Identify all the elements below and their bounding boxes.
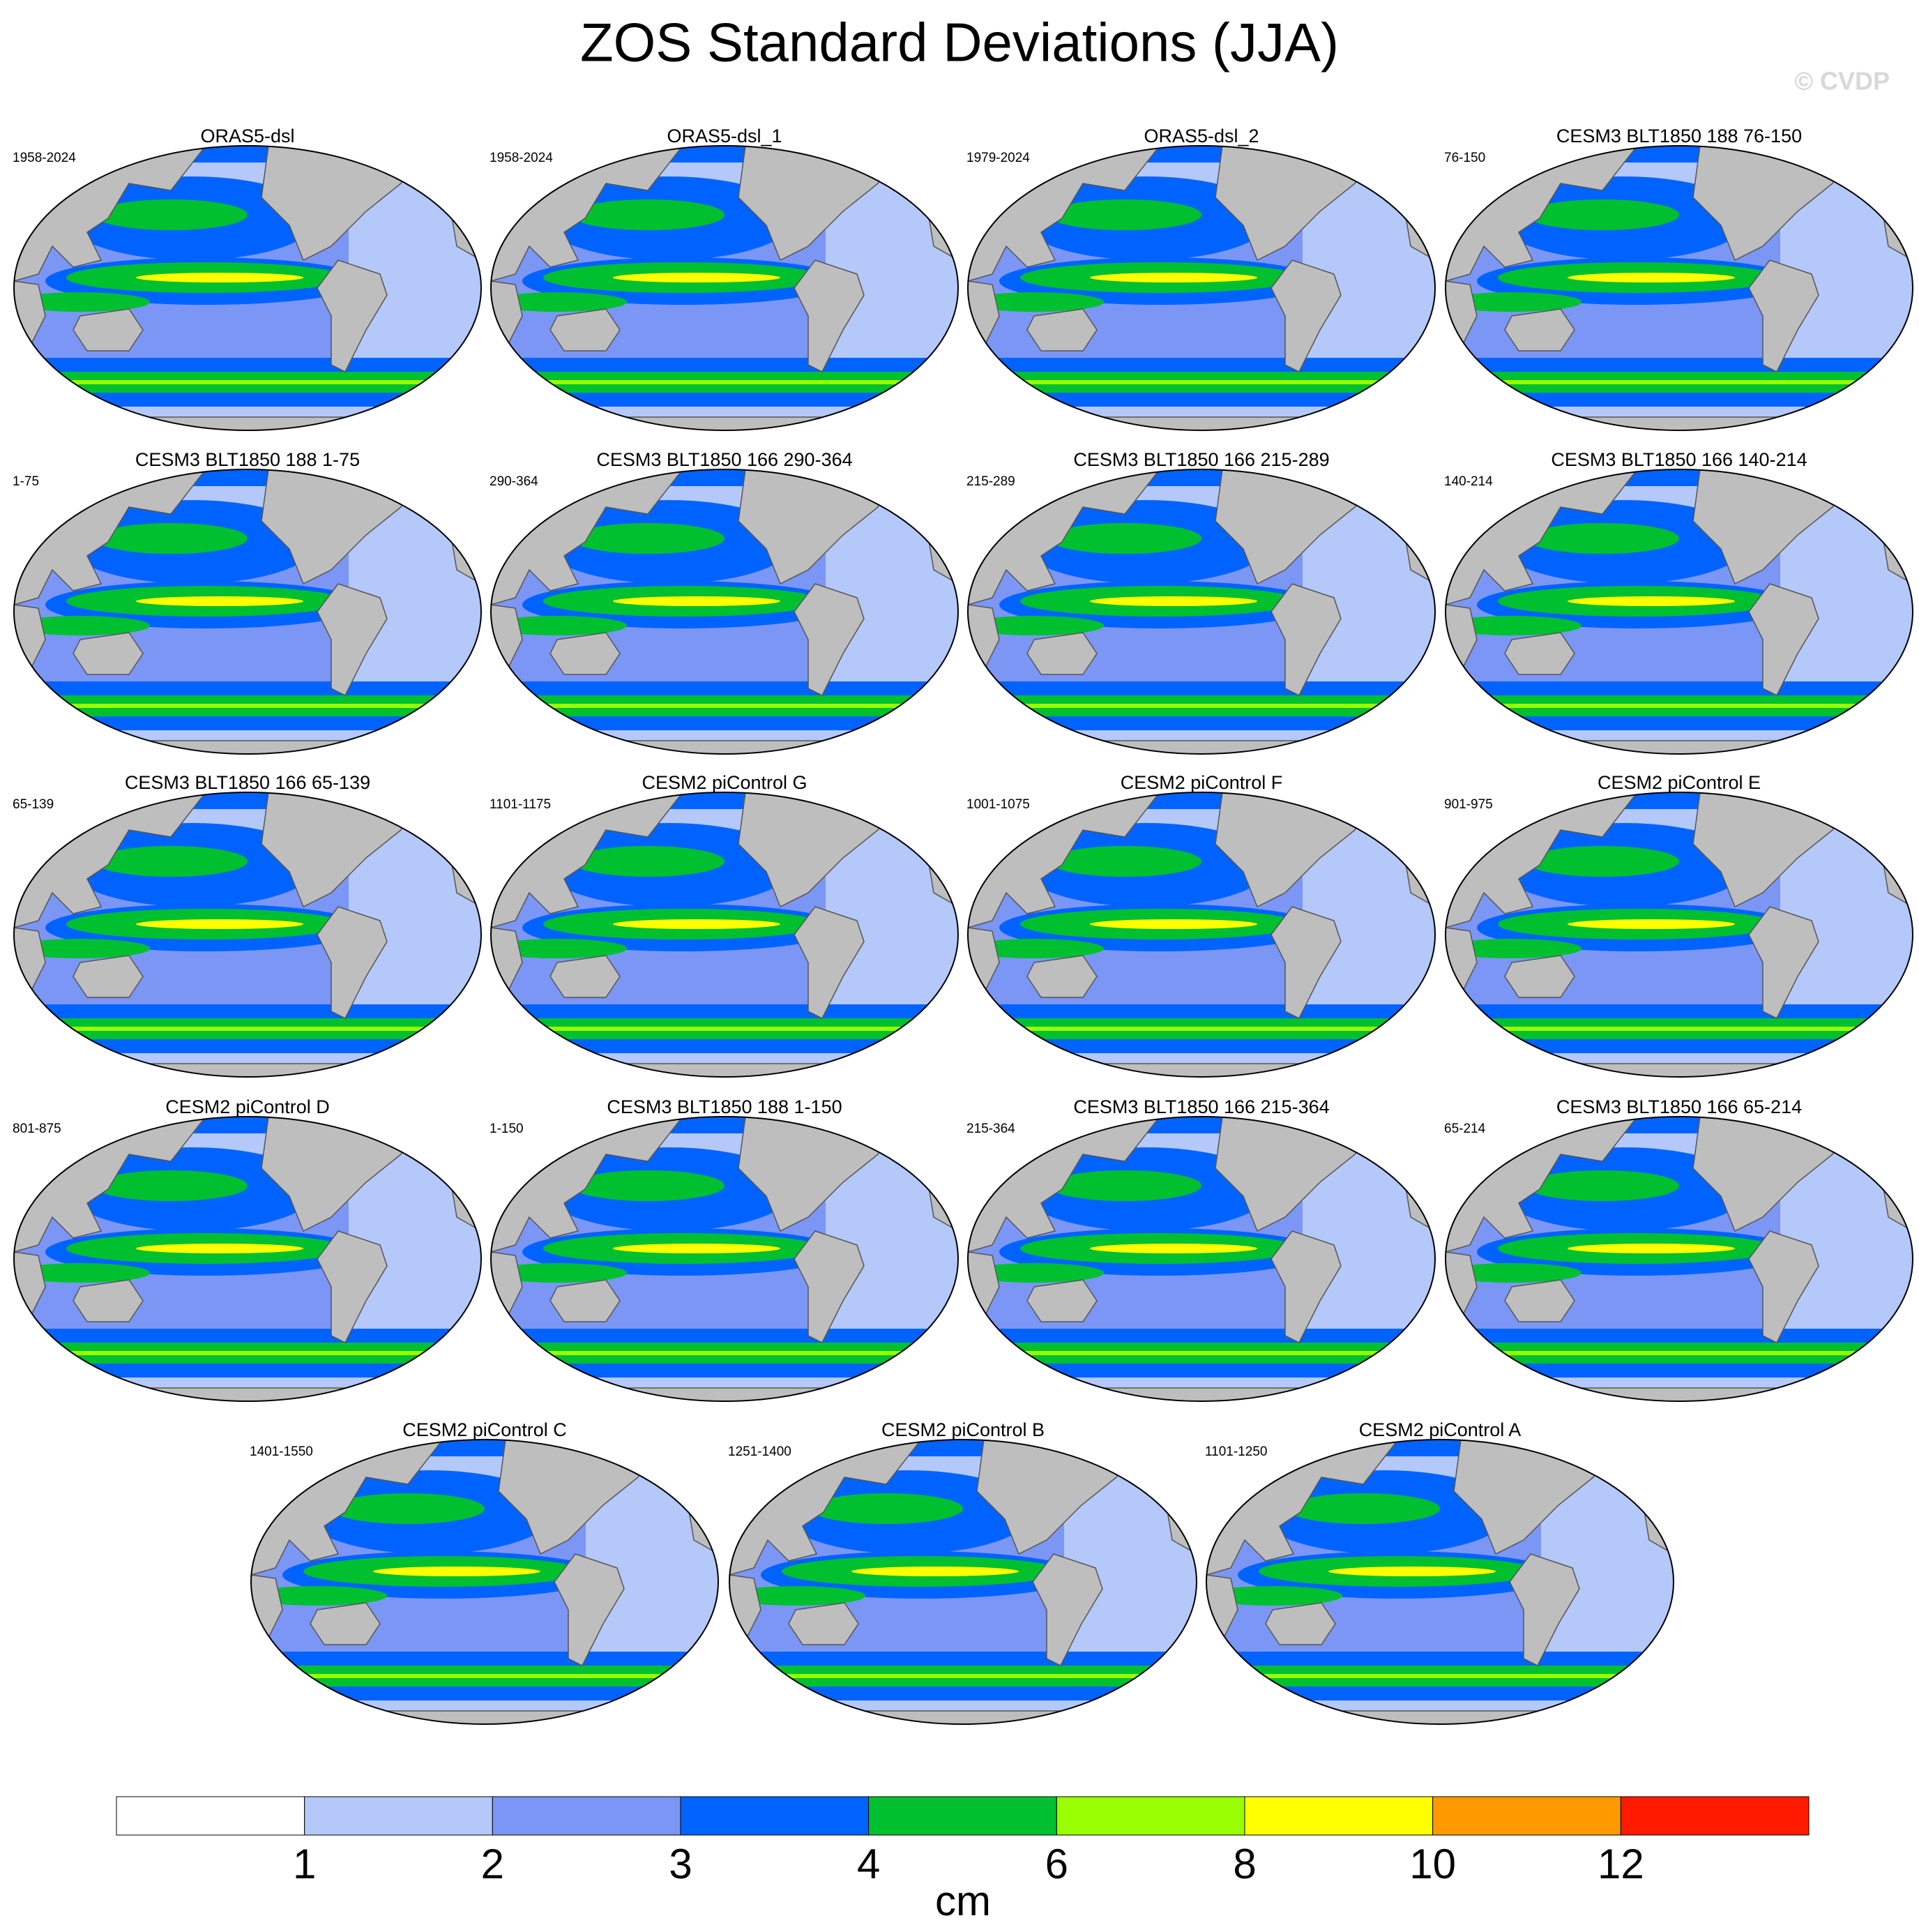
panel-period: 801-875 [13, 1122, 61, 1136]
colorbar-label: 3 [669, 1841, 692, 1887]
map-panel: CESM2 piControl A 1101-1250 [1203, 1419, 1674, 1724]
panel-period: 1979-2024 [966, 151, 1030, 165]
colorbar-box [116, 1796, 305, 1836]
colorbar-label: 6 [1045, 1841, 1068, 1887]
map-panel: ORAS5-dsl_1 1958-2024 [487, 126, 958, 430]
panel-period: 76-150 [1444, 151, 1485, 165]
map-panel: CESM3 BLT1850 166 65-214 65-214 [1442, 1096, 1913, 1401]
colorbar-box [1620, 1796, 1810, 1836]
map [1442, 792, 1913, 1077]
panel-period: 215-289 [966, 474, 1015, 489]
panel-title: CESM3 BLT1850 166 65-139 [125, 772, 370, 793]
panel-period: 65-214 [1444, 1122, 1486, 1136]
map [964, 146, 1435, 430]
panel-period: 1958-2024 [490, 151, 553, 165]
colorbar-box [492, 1796, 681, 1836]
panel-title: CESM2 piControl A [1359, 1419, 1522, 1440]
map-panel: CESM3 BLT1850 166 290-364 290-364 [487, 449, 958, 754]
colorbar-label: 1 [293, 1841, 316, 1887]
map [487, 146, 958, 430]
map [10, 792, 481, 1077]
map-panel: ORAS5-dsl 1958-2024 [10, 126, 481, 430]
panel-title: CESM2 piControl C [402, 1419, 567, 1440]
colorbar-box [304, 1796, 493, 1836]
map [1442, 1117, 1913, 1401]
colorbar-box [868, 1796, 1057, 1836]
map-panel: CESM3 BLT1850 188 1-75 1-75 [10, 449, 481, 754]
map [487, 1117, 958, 1401]
map [10, 146, 481, 430]
panel-title: CESM3 BLT1850 188 76-150 [1556, 126, 1802, 146]
colorbar-box [680, 1796, 870, 1836]
panel-title: CESM2 piControl B [881, 1419, 1045, 1440]
panel-period: 1-150 [490, 1122, 524, 1136]
figure-title: ZOS Standard Deviations (JJA) [580, 12, 1339, 73]
panel-title: CESM3 BLT1850 166 290-364 [596, 449, 852, 470]
map [10, 1117, 481, 1401]
panel-title: CESM3 BLT1850 166 65-214 [1556, 1096, 1802, 1117]
panel-title: CESM3 BLT1850 166 215-289 [1073, 449, 1329, 470]
map [964, 469, 1435, 754]
panel-period: 215-364 [966, 1122, 1015, 1136]
map-panel: CESM2 piControl C 1401-1550 [248, 1419, 718, 1724]
map-panel: CESM2 piControl D 801-875 [10, 1096, 481, 1401]
map-panel: CESM2 piControl E 901-975 [1442, 772, 1913, 1077]
map [964, 792, 1435, 1077]
panel-title: CESM2 piControl D [165, 1096, 330, 1117]
colorbar-label: 4 [857, 1841, 880, 1887]
panel-title: ORAS5-dsl_2 [1144, 126, 1259, 146]
colorbar-unit: cm [935, 1878, 991, 1924]
colorbar-label: 8 [1233, 1841, 1256, 1887]
colorbar-box [1056, 1796, 1245, 1836]
map-panel: CESM2 piControl G 1101-1175 [487, 772, 958, 1077]
map-panel: CESM3 BLT1850 188 76-150 76-150 [1442, 126, 1913, 430]
panel-title: CESM2 piControl F [1121, 772, 1283, 793]
map [10, 469, 481, 754]
panel-title: CESM3 BLT1850 188 1-150 [607, 1096, 842, 1117]
map [964, 1117, 1435, 1401]
panel-period: 65-139 [13, 797, 54, 812]
map [248, 1440, 718, 1724]
panel-title: CESM2 piControl G [642, 772, 807, 793]
panel-period: 290-364 [490, 474, 538, 489]
panel-title: CESM2 piControl E [1598, 772, 1761, 793]
colorbar-label: 2 [481, 1841, 504, 1887]
panel-period: 1001-1075 [966, 797, 1030, 812]
map-panel: CESM3 BLT1850 188 1-150 1-150 [487, 1096, 958, 1401]
panel-period: 1401-1550 [250, 1444, 313, 1459]
panel-period: 1958-2024 [13, 151, 76, 165]
map [726, 1440, 1197, 1724]
colorbar-box [1244, 1796, 1434, 1836]
colorbar-label: 12 [1598, 1841, 1644, 1887]
panel-title: CESM3 BLT1850 188 1-75 [135, 449, 360, 470]
map-panel: CESM2 piControl F 1001-1075 [964, 772, 1435, 1077]
panel-period: 901-975 [1444, 797, 1493, 812]
map-panel: ORAS5-dsl_2 1979-2024 [964, 126, 1435, 430]
map [1203, 1440, 1674, 1724]
map-panel: CESM3 BLT1850 166 65-139 65-139 [10, 772, 481, 1077]
panel-period: 140-214 [1444, 474, 1493, 489]
panel-title: ORAS5-dsl [200, 126, 294, 146]
panel-period: 1251-1400 [728, 1444, 791, 1459]
map [487, 792, 958, 1077]
map [1442, 146, 1913, 430]
map [1442, 469, 1913, 754]
map [487, 469, 958, 754]
panel-title: ORAS5-dsl_1 [667, 126, 782, 146]
map-panel: CESM2 piControl B 1251-1400 [726, 1419, 1197, 1724]
panel-period: 1101-1250 [1205, 1444, 1267, 1459]
panel-title: CESM3 BLT1850 166 140-214 [1551, 449, 1807, 470]
watermark: © CVDP [1794, 67, 1890, 96]
colorbar-label: 10 [1409, 1841, 1456, 1887]
map-panel: CESM3 BLT1850 166 215-289 215-289 [964, 449, 1435, 754]
colorbar-box [1432, 1796, 1621, 1836]
map-panel: CESM3 BLT1850 166 215-364 215-364 [964, 1096, 1435, 1401]
panel-period: 1-75 [13, 474, 39, 489]
panel-title: CESM3 BLT1850 166 215-364 [1073, 1096, 1329, 1117]
panel-period: 1101-1175 [490, 797, 551, 812]
map-panel: CESM3 BLT1850 166 140-214 140-214 [1442, 449, 1913, 754]
